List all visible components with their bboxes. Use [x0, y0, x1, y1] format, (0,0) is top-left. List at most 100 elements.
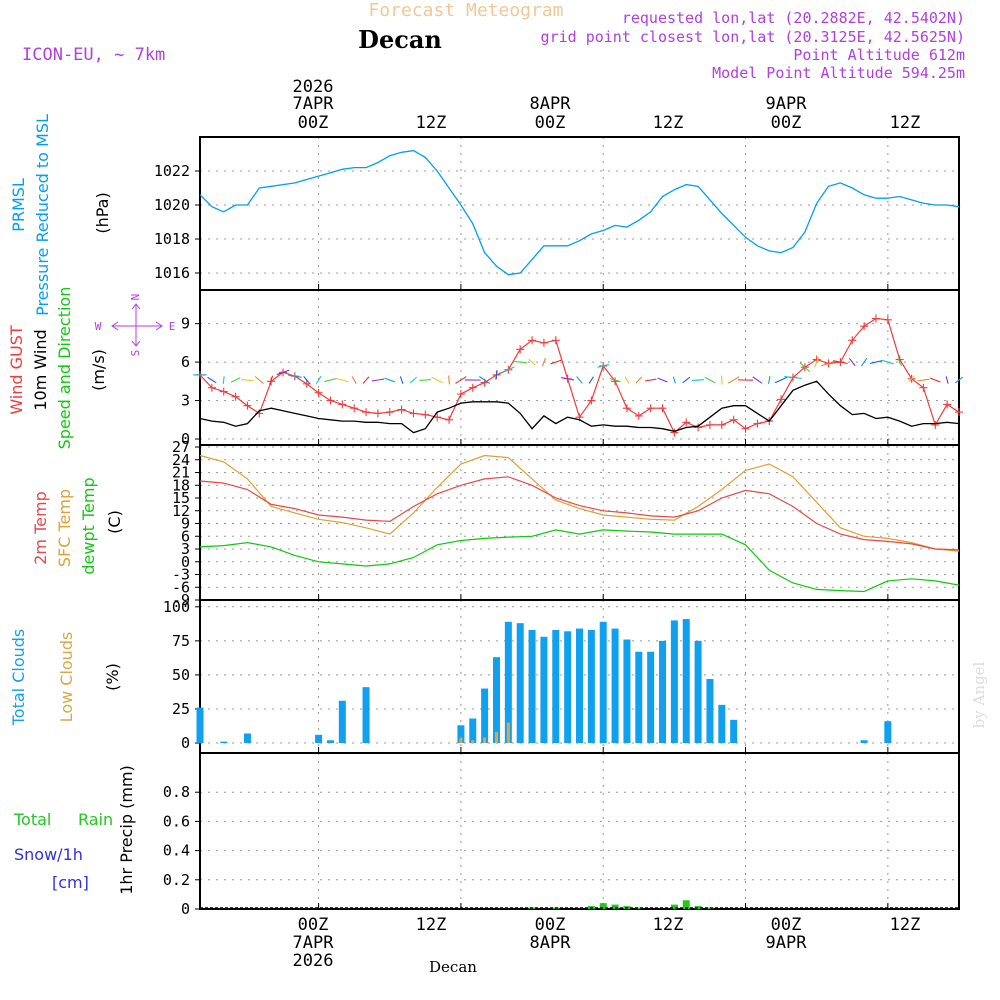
gust-marker	[385, 408, 394, 417]
wind-arrow	[624, 376, 630, 384]
total-cloud-bar	[718, 704, 726, 743]
wind-arrow	[692, 379, 705, 381]
gust-marker	[670, 428, 679, 437]
rain-bar	[611, 904, 619, 909]
compass-w: W	[95, 320, 102, 333]
compass-n: N	[129, 294, 142, 301]
total-cloud-bar	[540, 636, 548, 743]
wind-arrow	[799, 362, 811, 373]
bottom-date-label-2: 8APR	[530, 933, 572, 953]
panel-frame	[199, 136, 960, 291]
hpa-unit-label: (hPa)	[93, 192, 112, 233]
wind-arrow	[541, 357, 546, 367]
wind-arrow	[945, 376, 949, 384]
low-cloud-bar	[471, 740, 475, 743]
y-tick-label: 21	[172, 464, 190, 482]
wind-arrow	[448, 375, 450, 385]
wind-arrow	[222, 376, 225, 384]
total-clouds-label: Total Clouds	[9, 629, 28, 727]
rain-bar	[706, 907, 714, 909]
wind-arrow	[820, 360, 837, 367]
point-altitude: Point Altitude 612m	[793, 46, 965, 64]
rain-label: Rain	[78, 810, 113, 829]
bottom-time-axis: 00Z 7APR 2026 12Z 00Z 8APR 12Z 00Z 9APR …	[293, 915, 921, 971]
c-unit-label: (C)	[105, 510, 124, 534]
panel3-labels: 2m Temp SFC Temp dewpt Temp (C)	[31, 477, 124, 574]
wind-arrow	[419, 379, 432, 382]
panel-frame	[199, 752, 960, 910]
panel-frame	[199, 444, 960, 601]
total-cloud-bar	[481, 688, 489, 743]
total-cloud-bar	[315, 734, 323, 743]
wind-arrow	[303, 376, 311, 385]
gust-marker	[397, 405, 406, 414]
y-tick-label: 15	[172, 489, 190, 507]
total-cloud-bar	[220, 741, 228, 743]
y-tick-label: 3	[181, 392, 190, 410]
total-cloud-bar	[682, 619, 690, 743]
gust-marker	[658, 404, 667, 413]
total-cloud-bar	[860, 740, 868, 743]
y-tick-label: 0.2	[163, 871, 190, 889]
bottom-date-label-3: 9APR	[766, 933, 808, 953]
panel2-labels: Wind GUST 10m Wind Speed and Direction (…	[7, 287, 108, 450]
gust-marker	[551, 336, 560, 345]
wind-arrow	[672, 376, 676, 384]
precip-unit-label: 1hr Precip (mm)	[117, 765, 136, 895]
total-cloud-bar	[623, 639, 631, 743]
gust-marker	[729, 415, 738, 424]
gust-marker	[622, 404, 631, 413]
y-tick-label: 12	[172, 502, 190, 520]
y-tick-label: -6	[172, 578, 190, 596]
gust-marker	[777, 395, 786, 404]
wind-arrow	[833, 360, 848, 365]
gust-marker	[883, 315, 892, 324]
prmsl-label: PRMSL	[9, 178, 28, 232]
requested-coords: requested lon,lat (20.2882E, 42.5402N)	[622, 9, 965, 27]
wind-arrow	[336, 377, 349, 383]
total-cloud-bar	[469, 718, 477, 743]
gust-marker	[741, 424, 750, 433]
y-tick-label: 27	[172, 438, 190, 456]
wind-arrow	[869, 360, 883, 365]
total-label: Total	[13, 810, 51, 829]
low-cloud-bar	[483, 737, 487, 743]
wind-arrow	[929, 377, 941, 383]
ms-unit-label: (m/s)	[89, 349, 108, 391]
gust-marker	[646, 404, 655, 413]
y-tick-label: 9	[181, 515, 190, 533]
compass-arrows-icon	[111, 303, 163, 347]
y-tick-label: 9	[181, 315, 190, 333]
bottom-00z-label-3: 00Z	[771, 915, 802, 935]
sfc-temp-label: SFC Temp	[55, 489, 74, 567]
wind-arrow	[351, 376, 357, 384]
sfc-temp-line	[199, 454, 960, 552]
gust-marker	[539, 338, 548, 347]
wind-arrow	[269, 375, 274, 385]
model-label: ICON-EU, ~ 7km	[22, 45, 165, 65]
gust-marker	[231, 392, 240, 401]
gust-marker	[421, 410, 430, 419]
y-tick-label: 0	[181, 553, 190, 571]
wind-arrow	[399, 376, 404, 384]
total-cloud-bar	[599, 621, 607, 743]
low-clouds-label: Low Clouds	[57, 632, 76, 723]
total-cloud-bar	[611, 628, 619, 743]
gust-marker	[848, 336, 857, 345]
gust-marker	[314, 388, 323, 397]
top-12z-label-3: 12Z	[890, 113, 921, 133]
low-cloud-bar	[459, 737, 463, 743]
wind-arrow	[288, 374, 302, 378]
top-date-label-2: 8APR	[530, 94, 572, 114]
low-cloud-bar	[506, 722, 510, 743]
wind-arrow	[561, 377, 575, 381]
wind-arrow	[774, 376, 788, 384]
y-tick-label: 0	[181, 734, 190, 752]
top-year-label: 2026	[293, 77, 334, 97]
dewpt-line	[199, 529, 960, 593]
wind-compass: N S W E	[95, 294, 176, 357]
gust-marker	[516, 345, 525, 354]
wind-arrow	[848, 358, 856, 367]
y-tick-label: 0.6	[163, 812, 190, 830]
